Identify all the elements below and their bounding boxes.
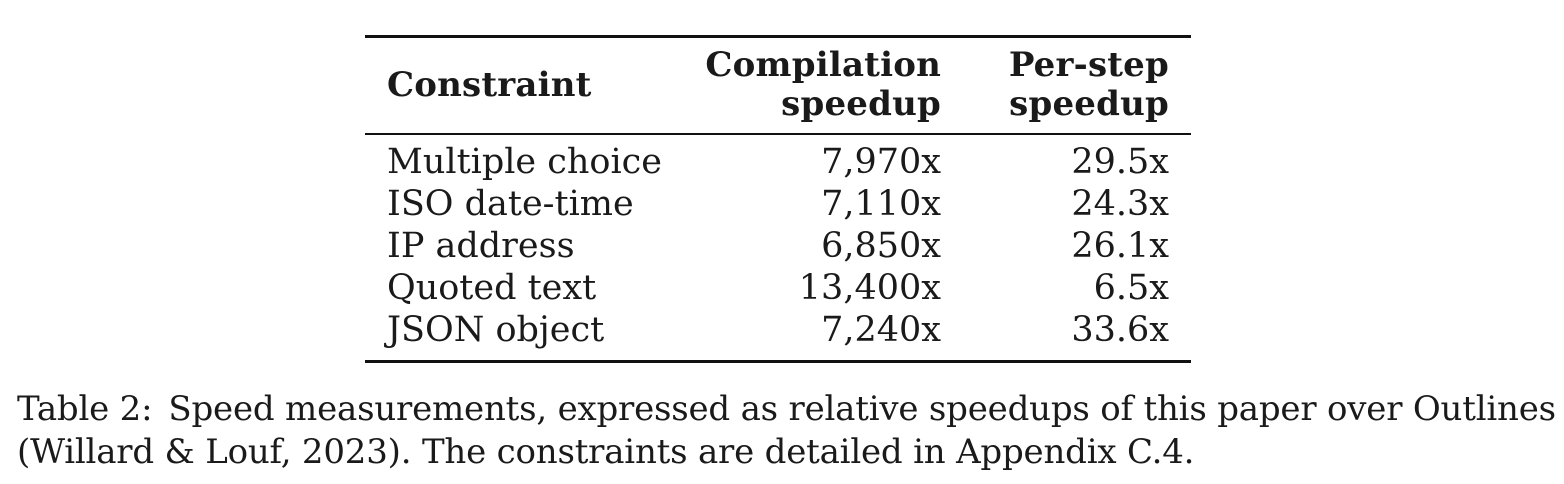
table-row: Multiple choice 7,970x 29.5x bbox=[365, 134, 1191, 183]
cell-per-step-speedup: 24.3x bbox=[1071, 184, 1169, 224]
caption-line-2: (Willard & Louf, 2023). The constraints … bbox=[17, 431, 1557, 474]
speedup-table: Constraint Compilation speedup Per-step sp… bbox=[365, 35, 1191, 363]
caption-line-1: Table 2: Speed measurements, expressed as… bbox=[17, 388, 1557, 431]
header-compilation-line2: speedup bbox=[781, 84, 941, 124]
header-constraint: Constraint bbox=[365, 37, 675, 135]
cell-constraint: IP address bbox=[387, 226, 575, 266]
cell-compilation-speedup: 7,110x bbox=[821, 184, 941, 224]
cell-constraint: Quoted text bbox=[387, 268, 597, 308]
header-compilation-speedup: Compilation speedup bbox=[675, 37, 963, 135]
cell-constraint: JSON object bbox=[387, 310, 605, 350]
cell-compilation-speedup: 7,970x bbox=[821, 142, 941, 182]
cell-compilation-speedup: 6,850x bbox=[821, 226, 941, 266]
header-per-step-speedup: Per-step speedup bbox=[963, 37, 1191, 135]
caption-text-2: (Willard & Louf, 2023). The constraints … bbox=[17, 432, 1195, 472]
cell-per-step-speedup: 29.5x bbox=[1071, 142, 1169, 182]
header-constraint-text: Constraint bbox=[387, 64, 592, 105]
caption-text-1: Speed measurements, expressed as relativ… bbox=[168, 389, 1556, 429]
cell-per-step-speedup: 26.1x bbox=[1071, 226, 1169, 266]
table-row: JSON object 7,240x 33.6x bbox=[365, 309, 1191, 362]
header-compilation-line1: Compilation bbox=[705, 45, 941, 85]
table-row: Quoted text 13,400x 6.5x bbox=[365, 267, 1191, 309]
results-table-container: Constraint Compilation speedup Per-step sp… bbox=[365, 35, 1191, 363]
header-per-step-line2: speedup bbox=[1009, 84, 1169, 124]
cell-constraint: Multiple choice bbox=[387, 142, 662, 182]
table-body: Multiple choice 7,970x 29.5x ISO date-ti… bbox=[365, 134, 1191, 362]
table-row: IP address 6,850x 26.1x bbox=[365, 225, 1191, 267]
cell-compilation-speedup: 13,400x bbox=[798, 268, 941, 308]
table-header: Constraint Compilation speedup Per-step sp… bbox=[365, 36, 1191, 135]
cell-per-step-speedup: 6.5x bbox=[1093, 268, 1169, 308]
header-per-step-line1: Per-step bbox=[1008, 45, 1169, 85]
caption-label: Table 2: bbox=[17, 389, 153, 429]
cell-constraint: ISO date-time bbox=[387, 184, 634, 224]
cell-per-step-speedup: 33.6x bbox=[1071, 310, 1169, 350]
cell-compilation-speedup: 7,240x bbox=[821, 310, 941, 350]
header-row: Constraint Compilation speedup Per-step sp… bbox=[365, 36, 1191, 135]
table-caption: Table 2: Speed measurements, expressed as… bbox=[17, 388, 1557, 474]
table-row: ISO date-time 7,110x 24.3x bbox=[365, 183, 1191, 225]
